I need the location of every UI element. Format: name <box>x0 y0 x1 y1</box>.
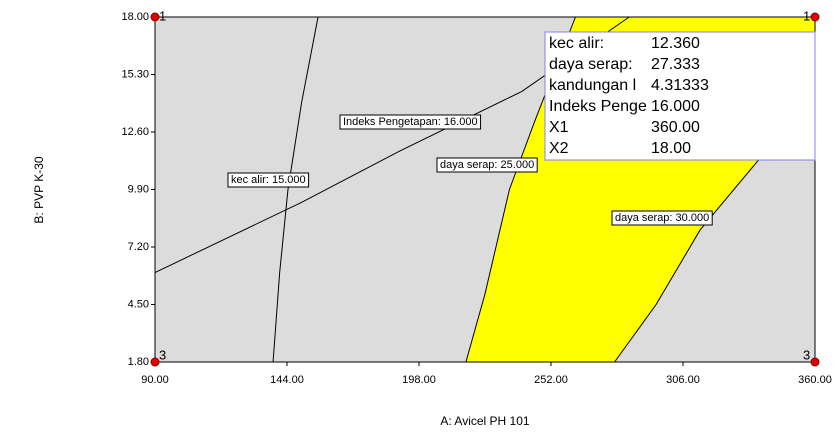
x-tick-label: 252.00 <box>534 374 568 386</box>
contour-label: kec alir: 15.000 <box>227 172 310 188</box>
contour-label: daya serap: 30.000 <box>611 210 713 226</box>
design-point-count: 1 <box>803 8 810 23</box>
y-axis-label: B: PVP K-30 <box>32 156 46 223</box>
x-tick-label: 306.00 <box>666 374 700 386</box>
y-tick-label: 18.00 <box>121 11 149 23</box>
flag-box: kec alir: 12.360 daya serap: 27.333 kandunga… <box>544 31 816 161</box>
design-point <box>810 12 820 22</box>
flag-value: 18.00 <box>651 140 691 157</box>
flag-label: kandungan l <box>549 77 636 94</box>
design-point <box>150 357 160 367</box>
flag-label: Indeks Penge <box>549 98 647 115</box>
contour-label-text: Indeks Pengetapan: 16.000 <box>343 116 478 128</box>
y-tick-label: 15.30 <box>121 68 149 80</box>
flag-value: 12.360 <box>651 35 700 52</box>
contour-label-text: daya serap: 25.000 <box>440 159 534 171</box>
design-point-count: 3 <box>803 347 810 362</box>
y-tick-label: 9.90 <box>128 183 149 195</box>
y-tick-label: 4.50 <box>128 298 149 310</box>
contour-label-box <box>436 157 538 173</box>
flag-label: daya serap: <box>549 56 633 73</box>
contour-label: Indeks Pengetapan: 16.000 <box>339 114 482 130</box>
contour-label-text: daya serap: 30.000 <box>615 212 709 224</box>
flag-value: 4.31333 <box>651 77 709 94</box>
flag-value: 16.000 <box>651 98 700 115</box>
x-tick-label: 198.00 <box>402 374 436 386</box>
flag-label: X1 <box>549 119 569 136</box>
flag-label: X2 <box>549 140 569 157</box>
contour-label-box <box>227 172 310 188</box>
contour-label-text: kec alir: 15.000 <box>231 174 306 186</box>
x-tick-label: 144.00 <box>270 374 304 386</box>
contour-label: daya serap: 25.000 <box>436 157 538 173</box>
x-tick-label: 90.00 <box>141 374 169 386</box>
design-point <box>150 12 160 22</box>
design-point <box>810 357 820 367</box>
y-tick-label: 1.80 <box>128 356 149 368</box>
y-tick-label: 7.20 <box>128 241 149 253</box>
flag-background <box>544 31 816 161</box>
flag-label: kec alir: <box>549 35 604 52</box>
flag-value: 27.333 <box>651 56 700 73</box>
contour-label-box <box>611 210 713 226</box>
contour-line <box>272 16 319 363</box>
x-tick-label: 360.00 <box>798 374 832 386</box>
flag-value: 360.00 <box>651 119 700 136</box>
x-axis-label: A: Avicel PH 101 <box>440 414 529 428</box>
design-point-count: 1 <box>159 8 166 23</box>
design-point-count: 3 <box>159 347 166 362</box>
contour-label-box <box>339 114 482 130</box>
y-tick-label: 12.60 <box>121 126 149 138</box>
